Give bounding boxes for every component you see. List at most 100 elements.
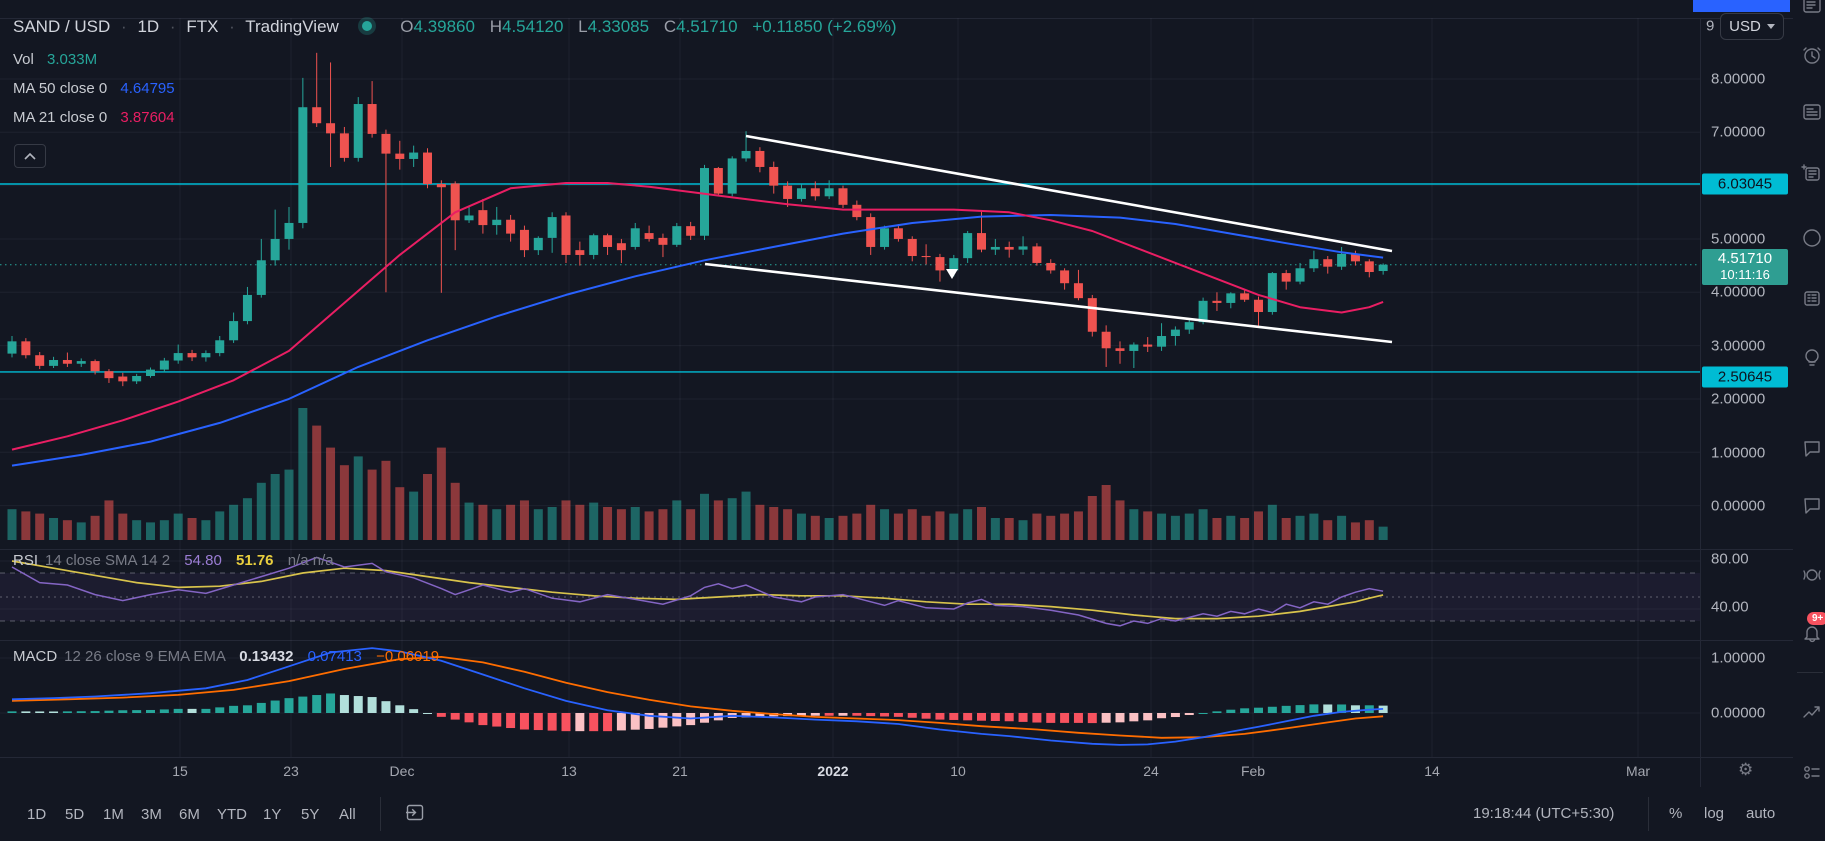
candle-body [7,341,17,354]
macd-histogram-bar [215,707,225,713]
range-button-1m[interactable]: 1M [94,800,133,828]
range-button-ytd[interactable]: YTD [208,800,256,828]
dom-panel-icon[interactable] [1801,287,1823,314]
range-button-all[interactable]: All [330,800,365,828]
alert-clock-icon[interactable] [1801,44,1823,71]
private-chat-icon[interactable] [1801,494,1823,521]
streams-icon[interactable] [1801,564,1823,591]
ma21-line[interactable] [11,182,1384,451]
range-button-1d[interactable]: 1D [18,800,55,828]
object-tree-icon[interactable] [1801,227,1823,254]
volume-bar [1295,515,1305,540]
exchange-label[interactable]: FTX [186,17,219,36]
macd-hist-value: 0.13432 [239,648,294,665]
range-button-3m[interactable]: 3M [132,800,171,828]
macd-histogram-bar [21,711,31,713]
rsi-sma-value: 51.76 [235,552,274,569]
channel-lower-trendline[interactable] [704,262,1393,344]
macd-histogram-bar [298,696,308,713]
go-to-date-button[interactable] [398,802,424,826]
details-icon[interactable] [1801,101,1823,128]
rsi-legend[interactable]: RSI 14 close SMA 14 2 54.80 51.76 n/a n/a [13,552,334,569]
macd-histogram-bar [104,710,114,713]
open-value: 4.39860 [413,17,475,36]
macd-histogram-bar [312,695,322,713]
market-status-icon[interactable] [361,21,372,31]
rsi-sma-line[interactable] [11,560,1384,620]
volume-bar [672,500,682,540]
candle-body [173,353,183,361]
time-scale[interactable]: 15 23 Dec 13 21 2022 10 24 Feb 14 Mar [0,757,1700,787]
volume-legend[interactable]: Vol 3.033M [13,51,98,68]
macd-histogram-bar [118,710,128,713]
chart-canvas[interactable] [0,0,1700,757]
arrow-marker[interactable] [946,269,958,279]
macd-histogram-bar [1004,713,1014,722]
macd-histogram-bar [423,713,432,714]
axis-price-label: 3.00000 [1711,337,1766,355]
candle-body [1226,293,1236,303]
percent-scale-button[interactable]: % [1663,804,1688,823]
macd-signal-line[interactable] [11,655,1384,739]
rsi-line[interactable] [11,556,1384,627]
last-price-badge: 4.51710 10:11:16 [1702,249,1788,285]
time-tick: 13 [561,763,577,779]
candle-body [395,153,405,159]
macd-histogram-bar [990,713,1000,721]
collapse-indicators-button[interactable] [14,144,46,168]
range-button-1y[interactable]: 1Y [254,800,290,828]
watchlist-icon[interactable] [1801,0,1823,21]
volume-bar [1323,520,1333,540]
volume-bar [630,507,640,540]
log-scale-button[interactable]: log [1698,804,1730,823]
volume-bar [1212,518,1222,540]
ideas-icon[interactable] [1801,346,1823,373]
price-scale[interactable]: 9 USD 8.00000 7.00000 5.00000 4.00000 3.0000… [1700,0,1793,787]
candle-body [1350,253,1360,262]
volume-bar [312,425,322,540]
macd-legend[interactable]: MACD 12 26 close 9 EMA EMA 0.13432 0.0741… [13,648,440,665]
symbol-title[interactable]: SAND / USD [13,17,111,36]
ma50-line[interactable] [11,214,1384,467]
range-button-5d[interactable]: 5D [56,800,93,828]
macd-histogram-bar [201,708,211,713]
shortcuts-icon[interactable] [1801,761,1823,788]
macd-histogram-bar [893,713,903,717]
volume-bar [395,487,405,540]
channel-upper-trendline[interactable] [745,134,1393,253]
rsi-pane-divider[interactable] [0,549,1793,550]
candle-body [146,369,155,377]
macd-line[interactable] [11,647,1384,746]
macd-histogram-bar [755,713,765,717]
markets-arrow-icon[interactable] [1801,701,1823,728]
candle-body [907,238,917,257]
notifications-bell-icon[interactable] [1801,622,1823,649]
data-window-icon[interactable] [1801,162,1823,189]
macd-histogram-bar [838,713,848,716]
macd-histogram-bar [1350,705,1360,713]
price-scale-settings-gear-icon[interactable]: ⚙ [1738,760,1754,779]
volume-bar [907,509,917,540]
interval-label[interactable]: 1D [137,17,160,36]
macd-histogram-bar [450,713,460,720]
auto-scale-button[interactable]: auto [1740,804,1781,823]
macd-histogram-bar [381,701,391,713]
timezone-clock[interactable]: 19:18:44 (UTC+5:30) [1467,804,1620,823]
currency-dropdown[interactable]: USD [1720,13,1784,40]
macd-histogram-bar [478,713,488,726]
ma50-legend[interactable]: MA 50 close 0 4.64795 [13,80,175,97]
candle-body [1323,259,1333,267]
public-chat-icon[interactable] [1801,437,1823,464]
volume-bar [810,515,820,540]
candle-body [783,185,793,199]
ma21-legend[interactable]: MA 21 close 0 3.87604 [13,109,175,126]
ma21-value: 3.87604 [120,109,175,126]
macd-histogram-bar [796,713,806,716]
volume-bar [949,513,959,540]
candle-body [353,104,363,158]
range-button-6m[interactable]: 6M [170,800,209,828]
sidebar-divider [1797,672,1823,673]
candle-body [561,215,571,255]
range-button-5y[interactable]: 5Y [292,800,328,828]
macd-pane-divider[interactable] [0,640,1793,641]
